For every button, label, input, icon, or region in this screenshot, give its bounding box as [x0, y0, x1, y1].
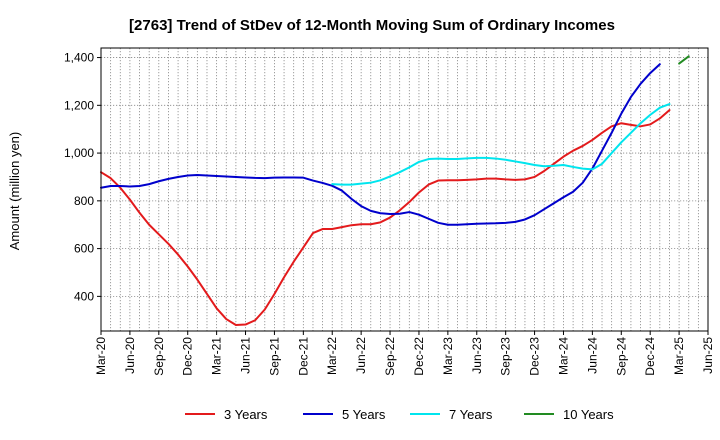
x-tick-label: Sep-20: [152, 337, 166, 376]
grid: [101, 48, 708, 331]
x-tick-label: Jun-20: [123, 337, 137, 374]
x-tick-label: Sep-24: [614, 337, 628, 376]
y-tick-label: 600: [74, 242, 94, 256]
y-tick-label: 1,200: [64, 98, 94, 112]
x-tick-label: Jun-24: [585, 337, 599, 374]
series-line-3-years: [100, 109, 671, 327]
x-tick-label: Dec-23: [528, 337, 542, 376]
x-tick-label: Sep-23: [499, 337, 513, 376]
x-tick-label: Dec-21: [296, 337, 310, 376]
series-line-7-years: [331, 103, 671, 186]
y-tick-label: 400: [74, 289, 94, 303]
x-tick-label: Jun-22: [354, 337, 368, 374]
x-tick-label: Dec-22: [412, 337, 426, 376]
x-tick-label: Dec-20: [181, 337, 195, 376]
y-axis-ticks: 400 600 800 1,000 1,200 1,400: [64, 51, 101, 303]
x-tick-label: Mar-21: [210, 337, 224, 375]
y-tick-label: 1,400: [64, 51, 94, 65]
x-tick-label: Jun-23: [470, 337, 484, 374]
legend-label: 5 Years: [342, 407, 386, 422]
x-tick-label: Sep-21: [267, 337, 281, 376]
x-tick-label: Jun-25: [701, 337, 715, 374]
legend-label: 10 Years: [563, 407, 614, 422]
plot-frame: [100, 47, 709, 332]
series-line-10-years: [678, 55, 690, 65]
y-tick-label: 1,000: [64, 146, 94, 160]
legend-label: 7 Years: [449, 407, 493, 422]
x-tick-label: Mar-24: [556, 337, 570, 375]
y-axis-label: Amount (million yen): [7, 132, 22, 251]
legend-label: 3 Years: [224, 407, 268, 422]
x-tick-label: Dec-24: [643, 337, 657, 376]
x-axis-ticks: Mar-20 Jun-20 Sep-20 Dec-20 Mar-21 Jun-21 Sep-…: [94, 331, 715, 376]
x-tick-label: Mar-23: [441, 337, 455, 375]
series-line-5-years: [100, 63, 661, 226]
x-tick-label: Jun-21: [239, 337, 253, 374]
series-lines: [100, 55, 690, 327]
chart-title: [2763] Trend of StDev of 12-Month Moving…: [129, 17, 615, 34]
x-tick-label: Mar-20: [94, 337, 108, 375]
x-tick-label: Mar-22: [325, 337, 339, 375]
x-tick-label: Sep-22: [383, 337, 397, 376]
legend: 3 Years 5 Years 7 Years 10 Years: [185, 407, 614, 422]
y-tick-label: 800: [74, 194, 94, 208]
x-tick-label: Mar-25: [672, 337, 686, 375]
